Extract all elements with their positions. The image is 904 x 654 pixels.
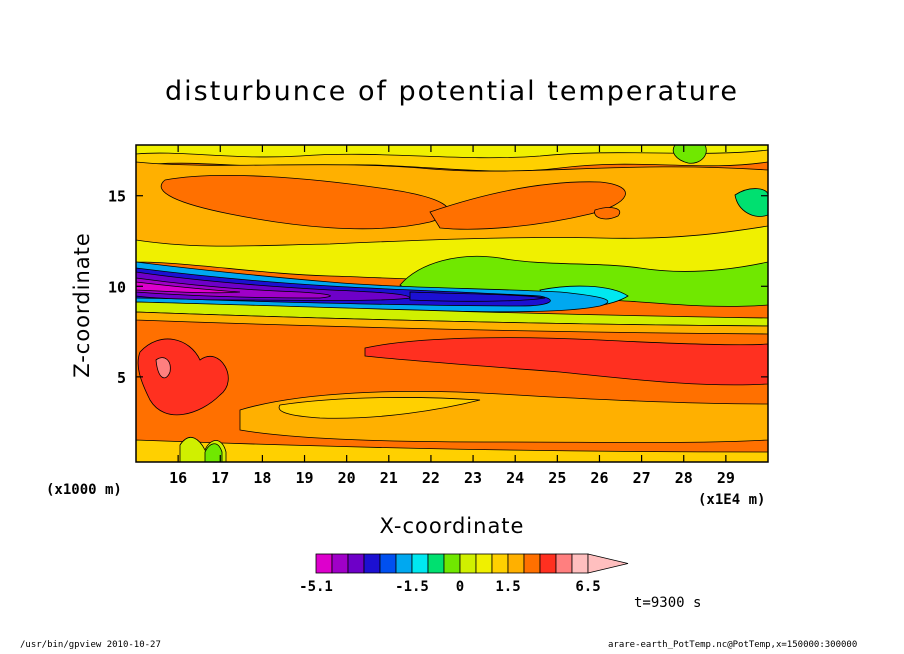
x-axis-unit-right: (x1E4 m)	[698, 492, 766, 508]
colorbar: -5.1 -1.5 0 1.5 6.5	[299, 553, 629, 595]
colorbar-segment	[475, 553, 493, 574]
x-tick-label: 23	[464, 469, 482, 487]
colorbar-label: 0	[456, 579, 464, 595]
colorbar-segment	[491, 553, 509, 574]
y-tick-label: 15	[108, 188, 126, 206]
colorbar-segment	[363, 553, 381, 574]
colorbar-segment	[315, 553, 333, 574]
footer-left: /usr/bin/gpview 2010-10-27	[20, 640, 161, 650]
footer-right: arare-earth_PotTemp.nc@PotTemp,x=150000:…	[608, 640, 858, 650]
plot-frame	[135, 144, 769, 463]
field-upper-blob-3	[594, 207, 621, 220]
x-tick-label: 22	[422, 469, 440, 487]
colorbar-segment	[379, 553, 397, 574]
colorbar-segment	[507, 553, 525, 574]
colorbar-segment	[427, 553, 445, 574]
x-tick-label: 18	[253, 469, 271, 487]
colorbar-label: 6.5	[575, 579, 600, 595]
colorbar-arrow	[587, 553, 629, 574]
field-top-green	[672, 145, 707, 164]
colorbar-segment	[523, 553, 541, 574]
x-tick-label: 28	[675, 469, 693, 487]
chart-title: disturbunce of potential temperature	[165, 76, 739, 107]
x-tick-label: 19	[296, 469, 314, 487]
y-tick-label: 10	[108, 278, 126, 296]
colorbar-label: -5.1	[299, 579, 333, 595]
x-tick-label: 17	[211, 469, 229, 487]
time-label: t=9300 s	[634, 595, 702, 611]
plot-area	[135, 144, 769, 463]
colorbar-label: 1.5	[495, 579, 520, 595]
field-upper-blob-2	[429, 181, 626, 230]
x-tick-label: 25	[548, 469, 566, 487]
colorbar-segment	[443, 553, 461, 574]
x-tick-label: 26	[590, 469, 608, 487]
field-red-band	[364, 337, 768, 386]
x-axis-label: X-coordinate	[379, 514, 525, 538]
field-neg-magenta	[136, 281, 241, 294]
field-bottom-green	[204, 443, 223, 462]
colorbar-segment	[347, 553, 365, 574]
field-neg-purple	[136, 277, 331, 299]
colorbar-segment	[411, 553, 429, 574]
colorbar-segment	[331, 553, 349, 574]
field-thin-amber	[136, 311, 768, 335]
colorbar-segment	[459, 553, 477, 574]
x-tick-label: 16	[169, 469, 187, 487]
field-upper-blob-1	[160, 175, 449, 230]
colorbar-segment	[395, 553, 413, 574]
x-axis-unit-left: (x1000 m)	[46, 482, 122, 498]
x-tick-label: 20	[338, 469, 356, 487]
colorbar-segment	[555, 553, 573, 574]
x-tick-label: 27	[633, 469, 651, 487]
colorbar-label: -1.5	[395, 579, 429, 595]
y-tick-label: 5	[117, 369, 126, 387]
field-neg-darkblue-2	[409, 291, 546, 302]
field-pink-blob	[155, 357, 171, 379]
x-tick-label: 24	[506, 469, 524, 487]
field-right-cyan	[734, 188, 768, 217]
x-tick-label: 29	[717, 469, 735, 487]
axis-ticks: 16 17 18 19 20 21 22 23 24 25 26 27 28 29 5 10 15	[108, 145, 768, 487]
colorbar-segment	[571, 553, 589, 574]
colorbar-segment	[539, 553, 557, 574]
field-lower-gold	[278, 397, 481, 419]
x-tick-label: 21	[380, 469, 398, 487]
